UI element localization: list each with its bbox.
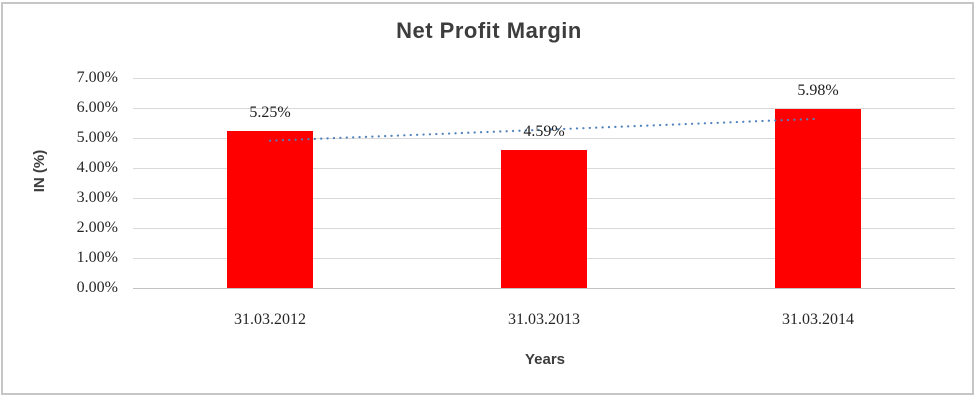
- data-label: 5.98%: [797, 81, 839, 99]
- y-axis-tick-label: 1.00%: [76, 249, 118, 266]
- y-axis-tick-label: 3.00%: [76, 189, 118, 206]
- y-axis-tick-label: 2.00%: [76, 219, 118, 236]
- bar-31.03.2013[interactable]: [501, 150, 587, 288]
- bar-31.03.2014[interactable]: [775, 108, 861, 288]
- y-axis-tick-label: 0.00%: [76, 279, 118, 296]
- gridline: [133, 77, 955, 79]
- gridline: [133, 107, 955, 109]
- y-axis-tick-label: 6.00%: [76, 99, 118, 116]
- x-axis-tick-label: 31.03.2012: [234, 311, 306, 328]
- x-axis-tick-label: 31.03.2013: [508, 311, 580, 328]
- y-axis-tick-label: 4.00%: [76, 159, 118, 176]
- chart-title: Net Profit Margin: [396, 18, 582, 43]
- x-axis-title: Years: [524, 351, 566, 368]
- gridline: [133, 287, 955, 289]
- y-axis-tick-label: 5.00%: [76, 129, 118, 146]
- data-label: 4.59%: [523, 123, 565, 141]
- y-axis-tick-label: 7.00%: [76, 69, 118, 86]
- data-label: 5.25%: [249, 103, 291, 121]
- x-axis-tick-label: 31.03.2014: [782, 311, 854, 328]
- bar-31.03.2012[interactable]: [227, 130, 313, 288]
